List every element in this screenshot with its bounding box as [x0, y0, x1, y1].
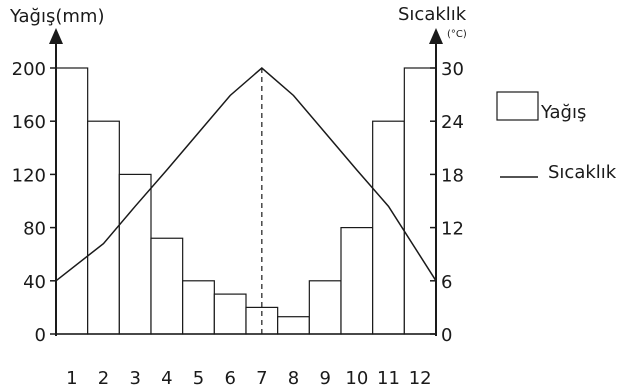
left-tick-label: 200 [12, 59, 46, 80]
bar-month-3 [118, 173, 152, 335]
x-tick-label-1: 1 [66, 368, 77, 389]
right-tick-label: 6 [441, 272, 452, 293]
x-tick-label-12: 12 [409, 368, 432, 389]
bar-month-8 [277, 316, 310, 335]
x-tick-label-11: 11 [377, 368, 400, 389]
bar-month-9 [308, 280, 342, 335]
left-tick-label: 0 [35, 325, 46, 346]
temperature-line [55, 67, 437, 282]
legend-label-sicaklik: Sıcaklık [548, 162, 617, 183]
right-tick-label: 0 [441, 325, 452, 346]
x-tick-label-10: 10 [345, 368, 368, 389]
x-tick-labels: 1 2 3 4 5 6 7 8 9 10 11 12 [66, 368, 432, 389]
left-tick-label: 160 [12, 112, 46, 133]
bar-month-4 [150, 237, 184, 335]
bar-month-5 [182, 280, 215, 335]
left-tick-label: 80 [23, 219, 46, 240]
x-tick-label-7: 7 [256, 368, 267, 389]
bar-month-12 [403, 67, 437, 335]
x-tick-label-5: 5 [193, 368, 204, 389]
bar-month-10 [340, 227, 374, 335]
right-tick-label: 24 [441, 112, 464, 133]
bar-month-6 [213, 293, 247, 335]
left-tick-label: 120 [12, 165, 46, 186]
left-axis-arrow-icon [49, 28, 63, 44]
legend: Yağış Sıcaklık [496, 91, 617, 183]
x-tick-label-9: 9 [319, 368, 330, 389]
bar-month-11 [372, 120, 405, 335]
axis-ticks: 0 40 80 120 160 200 0 6 12 18 24 30 [12, 59, 464, 346]
x-tick-label-8: 8 [288, 368, 299, 389]
x-tick-label-2: 2 [98, 368, 109, 389]
x-tick-label-3: 3 [129, 368, 140, 389]
x-tick-label-6: 6 [224, 368, 235, 389]
x-tick-label-4: 4 [161, 368, 172, 389]
bar-month-2 [87, 120, 120, 335]
right-tick-label: 12 [441, 219, 464, 240]
legend-label-yagis: Yağış [540, 102, 586, 123]
right-axis-label: Sıcaklık [398, 4, 467, 25]
right-axis-unit: (°C) [447, 29, 467, 40]
right-tick-label: 18 [441, 165, 464, 186]
bar-month-1 [55, 67, 89, 335]
right-axis-arrow-icon [429, 28, 443, 44]
right-tick-label: 30 [441, 59, 464, 80]
bar-series [55, 67, 437, 335]
left-axis-label: Yağış(mm) [9, 6, 104, 27]
legend-box-icon [496, 91, 539, 121]
left-tick-label: 40 [23, 272, 46, 293]
